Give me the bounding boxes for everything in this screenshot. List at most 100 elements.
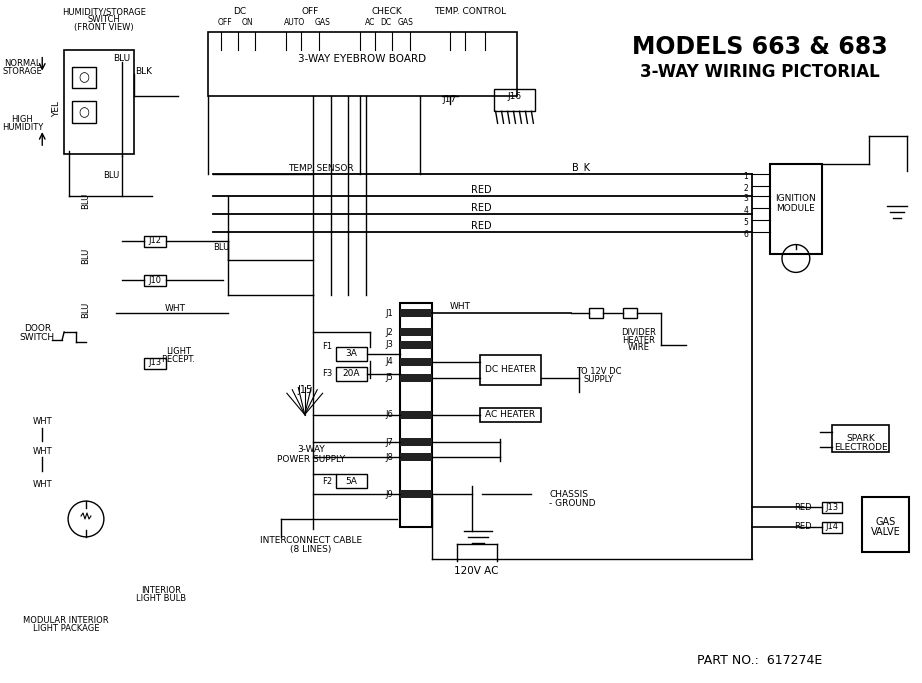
Text: OFF: OFF <box>218 18 232 27</box>
Bar <box>400 410 432 419</box>
Text: POWER SUPPLY: POWER SUPPLY <box>277 455 345 464</box>
Text: J6: J6 <box>385 410 393 419</box>
Text: J4: J4 <box>385 357 393 366</box>
Text: OFF: OFF <box>301 8 318 16</box>
Text: BLU: BLU <box>81 302 90 318</box>
Text: 3-WAY: 3-WAY <box>297 445 325 454</box>
Text: B_K: B_K <box>573 163 590 173</box>
Text: IGNITION: IGNITION <box>775 195 816 204</box>
Text: ○: ○ <box>78 71 89 84</box>
Text: 3-WAY WIRING PICTORIAL: 3-WAY WIRING PICTORIAL <box>640 63 880 81</box>
Text: 120V AC: 120V AC <box>455 566 499 576</box>
Text: J5: J5 <box>385 374 393 382</box>
Text: SWITCH: SWITCH <box>88 15 120 25</box>
Bar <box>822 502 842 513</box>
Text: DC: DC <box>233 8 247 16</box>
Bar <box>336 474 367 488</box>
Text: HIGH: HIGH <box>11 115 33 124</box>
Text: GAS: GAS <box>314 18 331 27</box>
Text: - GROUND: - GROUND <box>550 499 596 507</box>
Text: LIGHT PACKAGE: LIGHT PACKAGE <box>33 624 100 633</box>
Text: J9: J9 <box>385 490 393 499</box>
Text: J16: J16 <box>507 92 522 101</box>
Text: SWITCH: SWITCH <box>19 333 54 342</box>
Text: AC: AC <box>365 18 375 27</box>
Text: MODULE: MODULE <box>776 204 815 213</box>
Text: 20A: 20A <box>343 370 361 378</box>
Text: VALVE: VALVE <box>870 527 900 537</box>
Text: (8 LINES): (8 LINES) <box>290 545 331 555</box>
Bar <box>479 408 541 421</box>
Text: RED: RED <box>794 522 811 531</box>
Text: RED: RED <box>471 221 492 231</box>
Bar <box>336 367 367 381</box>
Bar <box>144 275 166 286</box>
Text: 6: 6 <box>743 230 748 239</box>
Bar <box>770 164 822 253</box>
Text: CHECK: CHECK <box>372 8 403 16</box>
Bar <box>400 454 432 461</box>
Text: LIGHT BULB: LIGHT BULB <box>136 594 186 603</box>
Text: GAS: GAS <box>875 517 895 527</box>
Text: TEMP. CONTROL: TEMP. CONTROL <box>433 8 506 16</box>
Text: J13: J13 <box>825 503 838 512</box>
Text: TO 12V DC: TO 12V DC <box>576 367 621 376</box>
Bar <box>493 89 536 111</box>
Bar <box>400 303 432 527</box>
Text: STORAGE: STORAGE <box>3 67 42 76</box>
Text: CHASSIS: CHASSIS <box>550 490 588 499</box>
Text: J14: J14 <box>825 522 838 531</box>
Text: J12: J12 <box>148 236 161 245</box>
Bar <box>400 374 432 382</box>
Text: RED: RED <box>471 203 492 213</box>
Text: 3A: 3A <box>346 350 358 359</box>
Text: J7: J7 <box>385 438 393 447</box>
Text: DIVIDER: DIVIDER <box>621 328 656 337</box>
Text: LIGHT: LIGHT <box>166 348 191 357</box>
Text: INTERCONNECT CABLE: INTERCONNECT CABLE <box>260 536 361 545</box>
Bar <box>623 308 637 318</box>
Text: DOOR: DOOR <box>24 324 51 333</box>
Bar <box>400 358 432 366</box>
Bar <box>72 66 96 89</box>
Text: TEMP. SENSOR: TEMP. SENSOR <box>288 163 353 173</box>
Text: AC HEATER: AC HEATER <box>486 410 536 419</box>
Text: F3: F3 <box>323 370 333 378</box>
Bar <box>822 522 842 533</box>
Text: BLK: BLK <box>136 67 152 76</box>
Text: BLU: BLU <box>81 247 90 264</box>
Text: BLU: BLU <box>113 54 130 63</box>
Text: HEATER: HEATER <box>622 335 656 344</box>
Text: J3: J3 <box>385 341 393 350</box>
Text: 3: 3 <box>743 195 748 204</box>
Text: MODELS 663 & 683: MODELS 663 & 683 <box>632 35 888 59</box>
Bar <box>65 50 134 154</box>
Text: J10: J10 <box>148 276 161 285</box>
Text: ON: ON <box>242 18 253 27</box>
Bar <box>479 355 541 385</box>
Text: J17: J17 <box>443 95 457 104</box>
Text: WHT: WHT <box>449 302 470 311</box>
Bar <box>400 438 432 447</box>
Text: PART NO.:  617274E: PART NO.: 617274E <box>697 654 822 667</box>
Bar <box>400 309 432 317</box>
Text: 5A: 5A <box>346 477 358 486</box>
Text: ELECTRODE: ELECTRODE <box>833 443 887 452</box>
Text: YEL: YEL <box>52 101 61 117</box>
Text: SPARK: SPARK <box>846 434 875 443</box>
Text: 3-WAY EYEBROW BOARD: 3-WAY EYEBROW BOARD <box>299 54 427 64</box>
Text: WHT: WHT <box>165 304 186 313</box>
Text: DC: DC <box>381 18 392 27</box>
Bar <box>208 32 516 96</box>
Bar <box>589 308 603 318</box>
Text: RED: RED <box>471 185 492 195</box>
Text: J1: J1 <box>385 309 393 318</box>
Text: INTERIOR: INTERIOR <box>142 586 182 595</box>
Bar <box>400 490 432 498</box>
Text: J15: J15 <box>297 385 313 395</box>
Bar <box>861 497 909 552</box>
Text: WHT: WHT <box>32 479 52 488</box>
Bar <box>336 347 367 361</box>
Text: BLU: BLU <box>213 243 230 252</box>
Text: ○: ○ <box>78 106 89 119</box>
